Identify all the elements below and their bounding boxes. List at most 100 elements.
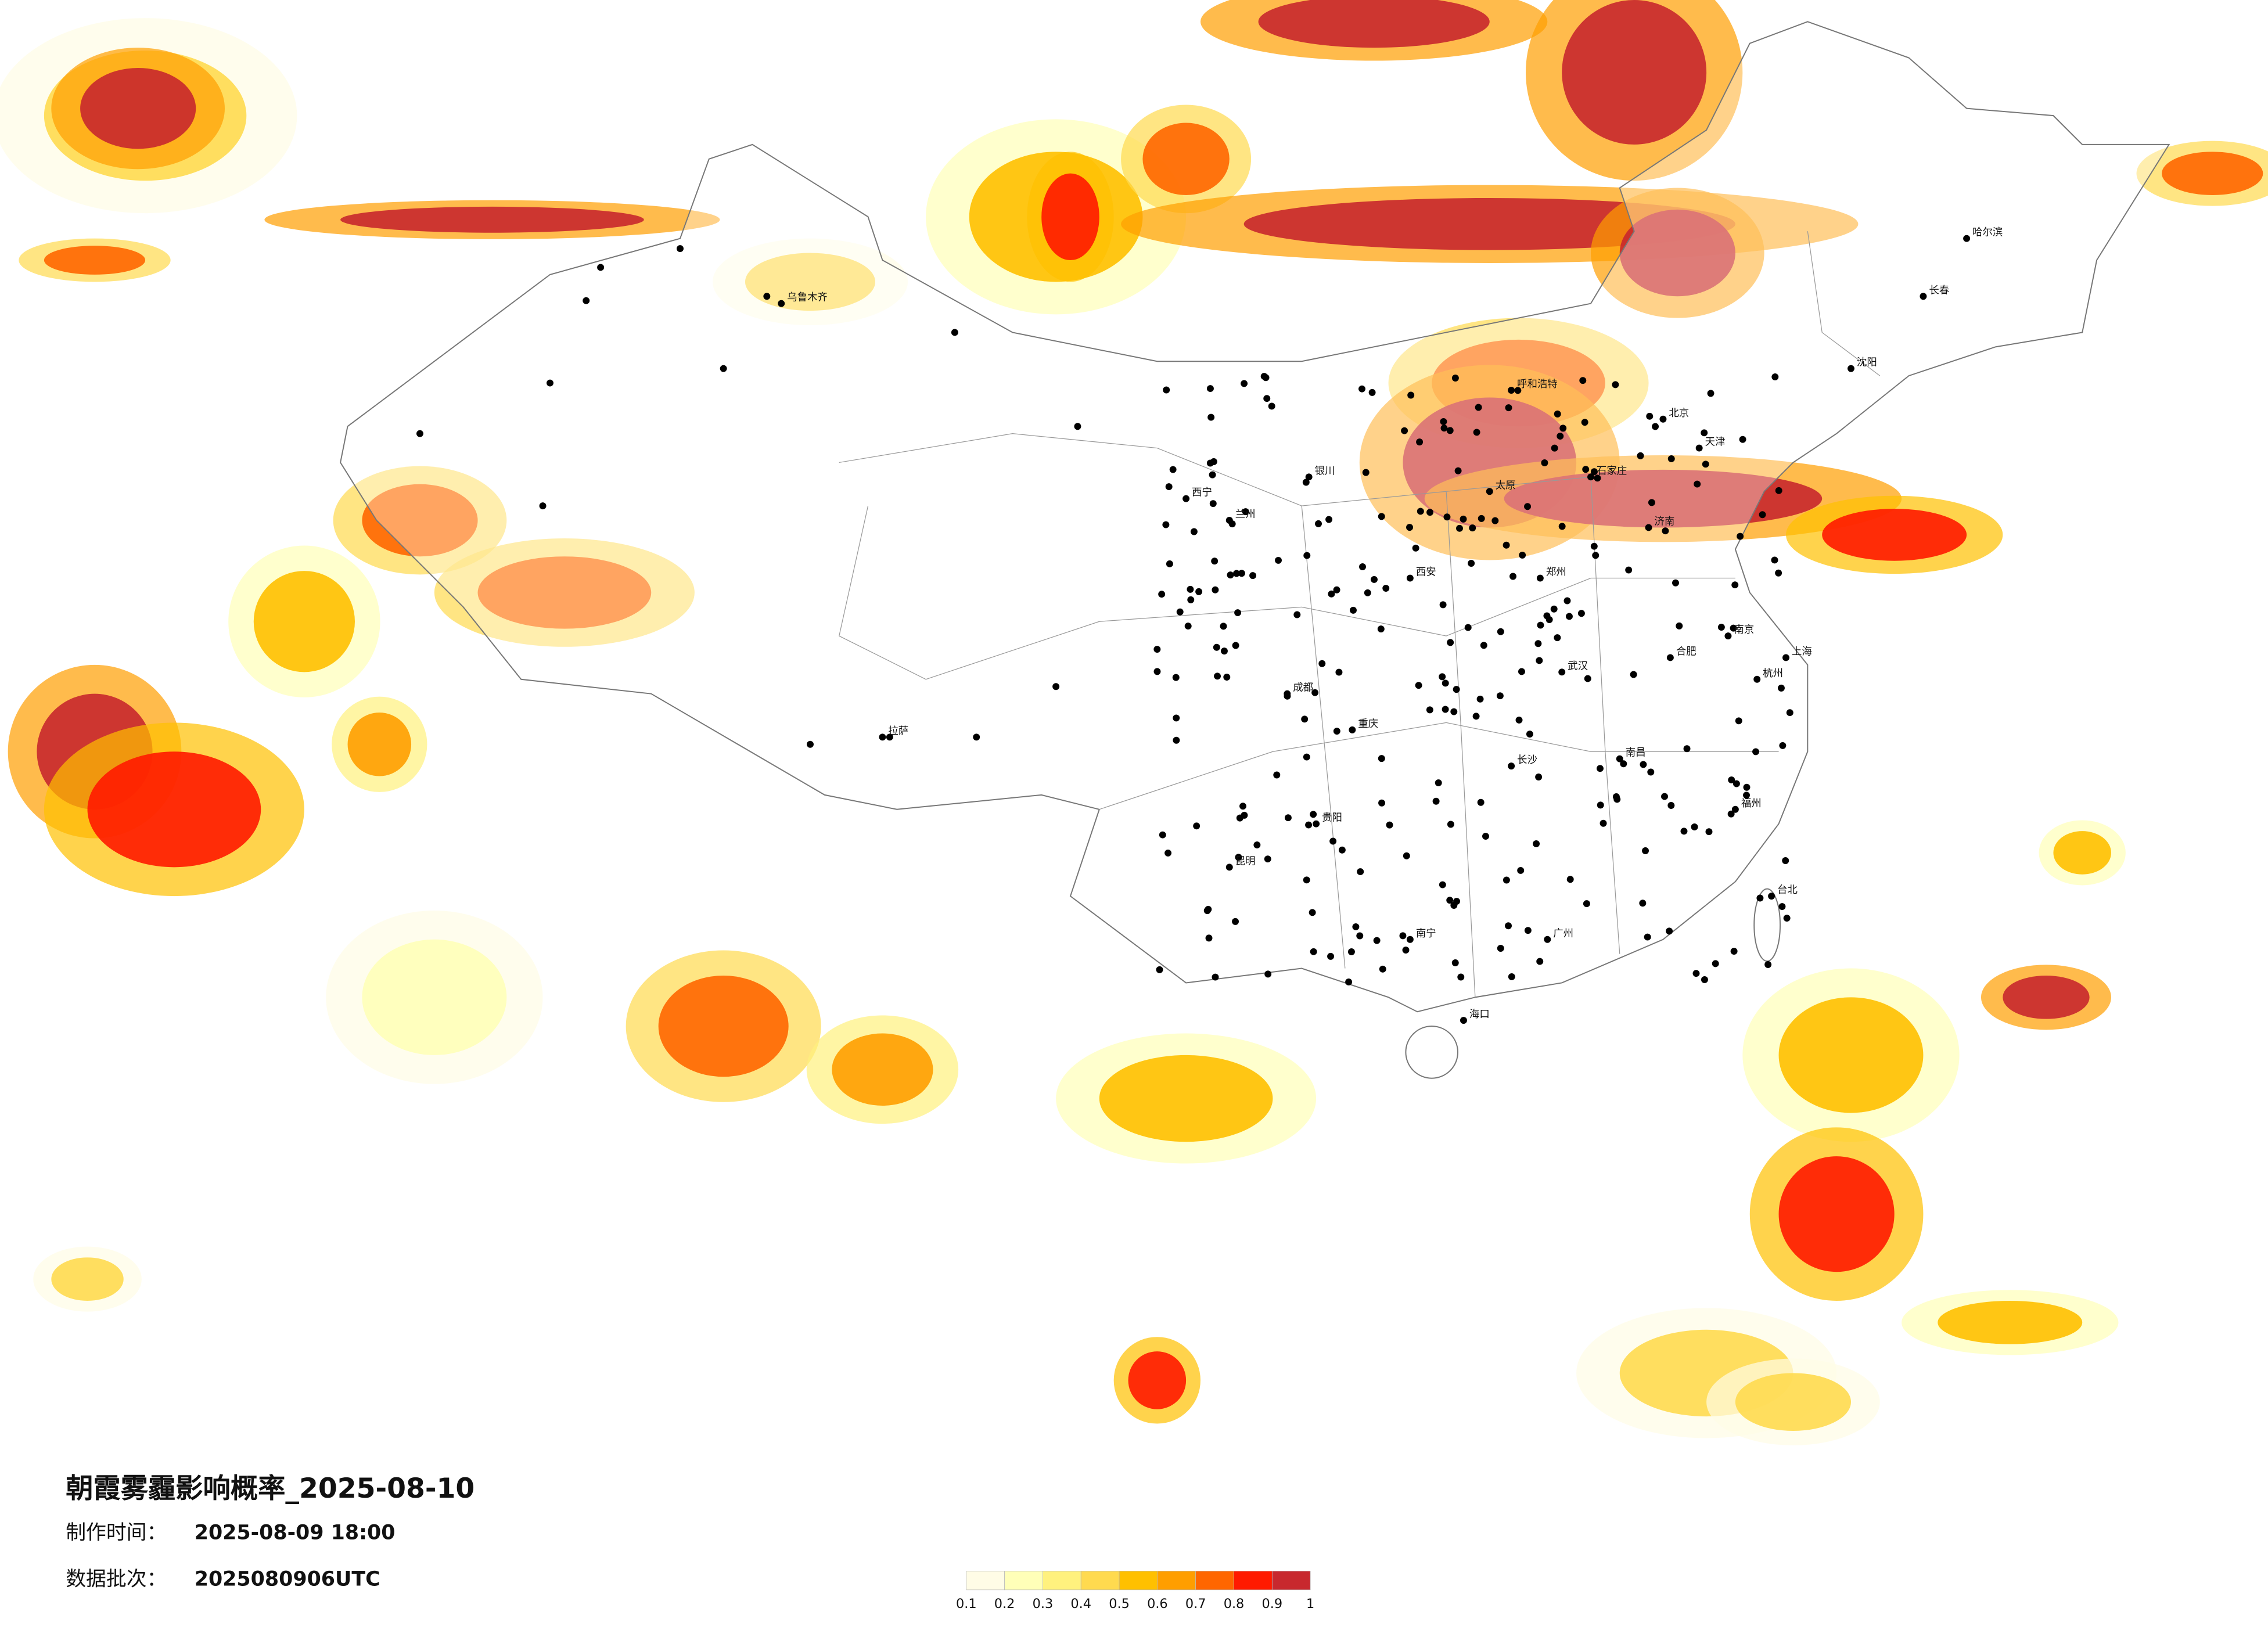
city-dot [1301, 715, 1309, 723]
city-dot [1730, 624, 1737, 632]
city-dot [1646, 412, 1654, 420]
city-dot [1565, 613, 1573, 620]
legend-swatch [1119, 1571, 1158, 1591]
city-dot [1187, 585, 1194, 593]
city-label: 哈尔滨 [1972, 227, 2003, 239]
city-dot [1695, 444, 1703, 452]
city-dot [1733, 780, 1740, 787]
city-dot [1775, 487, 1782, 494]
city-dot [1775, 569, 1782, 577]
city-dot [1416, 438, 1424, 446]
heat-blob [1619, 209, 1735, 297]
city-dot [1543, 612, 1551, 620]
city-dot [1848, 365, 1854, 372]
city-dot [1443, 513, 1451, 521]
city-dot [1402, 947, 1410, 954]
heat-blob [1142, 123, 1230, 195]
city-dot [1779, 742, 1787, 749]
city-dot [1454, 467, 1462, 474]
city-dot [1468, 560, 1475, 567]
city-dot [1482, 833, 1489, 840]
city-dot [1533, 840, 1540, 848]
city-dot [1212, 973, 1219, 981]
city-dot [416, 430, 423, 437]
city-label: 长春 [1929, 285, 1949, 296]
city-label: 银川 [1315, 465, 1335, 477]
city-dot [1350, 606, 1357, 614]
city-dot [807, 740, 814, 748]
city-dot [1707, 390, 1715, 397]
city-dot [1238, 570, 1245, 577]
province-borders [839, 231, 1881, 998]
city-dot [1242, 508, 1249, 516]
heat-blob [1938, 1301, 2083, 1344]
city-dot [1163, 386, 1170, 394]
city-dot [1386, 821, 1393, 829]
legend-tick-label: 0.7 [1185, 1596, 1206, 1611]
city-dot [1338, 846, 1346, 854]
city-dot [1211, 557, 1219, 565]
city-dot [1563, 597, 1571, 605]
city-label: 昆明 [1235, 855, 1256, 867]
city-dot [1594, 474, 1601, 482]
city-dot [1362, 469, 1370, 476]
heat-blob [44, 246, 146, 275]
city-dot [1435, 779, 1442, 787]
city-dot [1232, 642, 1239, 649]
city-dot [1554, 634, 1561, 642]
heat-blob [745, 253, 875, 311]
city-dot [1783, 915, 1791, 922]
city-dot [1518, 668, 1525, 675]
legend-tick-label: 0.3 [1033, 1596, 1054, 1611]
city-dot [1692, 970, 1700, 977]
city-dot [1213, 643, 1220, 651]
city-dot [1264, 855, 1271, 863]
city-dot [1158, 591, 1166, 598]
city-dot [1771, 373, 1779, 381]
city-dot [1731, 805, 1739, 813]
city-dot [1456, 524, 1463, 532]
city-dot [720, 365, 727, 372]
city-dot [1559, 425, 1567, 432]
city-dot [1378, 513, 1385, 520]
city-dot [1329, 837, 1337, 845]
legend-swatch [1271, 1571, 1311, 1591]
heat-blob [1504, 469, 1823, 528]
city-dot [1333, 586, 1340, 593]
city-dot [1497, 945, 1504, 952]
legend-tick-label: 0.4 [1070, 1596, 1091, 1611]
city-label: 拉萨 [888, 725, 908, 737]
city-dot [1327, 952, 1335, 960]
city-dot [1676, 622, 1683, 629]
city-dot [1476, 695, 1484, 703]
city-dot [1214, 672, 1221, 680]
heat-blob [658, 976, 789, 1077]
city-dot [1311, 689, 1319, 696]
city-dot [1503, 876, 1510, 884]
city-dot [1153, 668, 1161, 675]
city-dot [1220, 647, 1228, 655]
city-label: 沈阳 [1857, 357, 1877, 369]
heat-blob [347, 713, 412, 776]
city-dot [1630, 671, 1637, 678]
city-dot [1234, 609, 1242, 617]
city-dot [1195, 588, 1203, 595]
city-dot [583, 297, 590, 304]
city-dot [1426, 509, 1434, 516]
city-dot [1583, 900, 1590, 908]
city-dot [1439, 673, 1446, 681]
city-dot [1205, 934, 1213, 942]
city-dot [1652, 423, 1659, 430]
city-dot [1262, 374, 1270, 382]
city-dot [1584, 675, 1591, 682]
city-dot [1515, 716, 1523, 724]
city-dot [1206, 459, 1214, 467]
city-dot [1786, 709, 1793, 717]
city-dot [1403, 852, 1410, 859]
city-dot [1371, 575, 1378, 583]
city-dot [1268, 402, 1275, 410]
city-dot [1590, 542, 1598, 550]
city-dot [1453, 686, 1460, 693]
city-dot [1220, 623, 1227, 630]
